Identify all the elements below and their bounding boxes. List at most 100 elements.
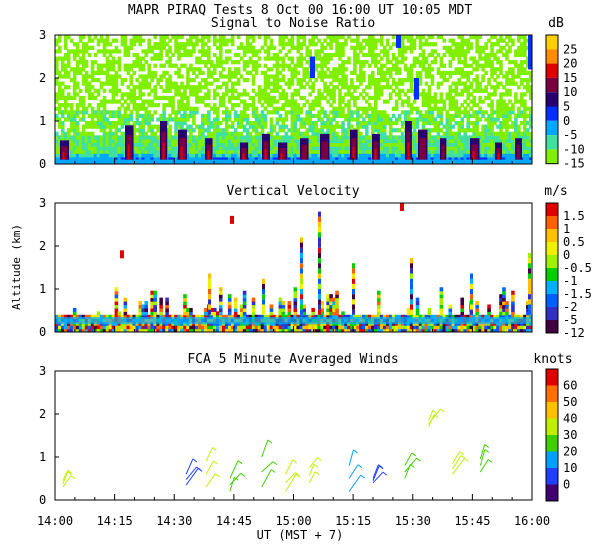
snr-cell [409, 45, 414, 50]
snr-cell [338, 138, 342, 144]
snr-cell [102, 156, 107, 162]
snr-cell [102, 146, 107, 151]
vv-cell [242, 297, 247, 302]
snr-cell [368, 153, 372, 158]
snr-cell [445, 146, 450, 151]
snr-cell [329, 103, 333, 108]
snr-cell [251, 95, 256, 101]
snr-cell [478, 106, 482, 111]
snr-cell [394, 156, 399, 162]
snr-cell [523, 42, 527, 47]
snr-cell [186, 128, 190, 133]
snr-cell [308, 103, 312, 108]
vv-cell [448, 311, 453, 316]
snr-cell [189, 149, 193, 154]
snr-cell [371, 52, 375, 58]
snr-cell [496, 124, 500, 129]
snr-cell [490, 106, 494, 111]
snr-cell [451, 38, 456, 43]
vv-cell [275, 325, 280, 330]
vv-cell [287, 314, 292, 319]
vv-cell [341, 325, 345, 330]
vv-cell [221, 325, 226, 330]
snr-cell [460, 121, 465, 126]
snr-cell [394, 60, 399, 65]
vv-cell [227, 328, 232, 332]
snr-cell [451, 138, 456, 144]
vv-cell [376, 325, 381, 330]
snr-cell [490, 128, 494, 133]
snr-cell [266, 99, 271, 104]
snr-cell [341, 113, 345, 119]
vv-cell [144, 304, 149, 309]
snr-cell [87, 103, 92, 108]
snr-cell [218, 42, 223, 47]
snr-cell [335, 74, 339, 79]
vv-cell [281, 301, 286, 306]
snr-cell [248, 124, 253, 129]
snr-cell [520, 92, 524, 97]
snr-cell [317, 88, 321, 93]
snr-cell [487, 138, 491, 144]
snr-cell [317, 153, 321, 158]
snr-cell [293, 92, 298, 97]
vv-cell [156, 325, 160, 330]
snr-cell [284, 135, 289, 140]
snr-cell [320, 42, 324, 47]
vv-cell [433, 328, 438, 332]
snr-cell [75, 121, 80, 126]
vv-cell [332, 328, 336, 332]
snr-cell [78, 131, 83, 136]
snr-cell [529, 92, 532, 97]
vv-cell [195, 328, 199, 332]
snr-cell [272, 45, 277, 50]
snr-cell [484, 128, 488, 133]
snr-cell [215, 146, 220, 151]
snr-cell [293, 113, 298, 119]
snr-cell [195, 124, 199, 129]
snr-cell [290, 149, 295, 154]
vv-cell [141, 307, 146, 312]
snr-cell [99, 35, 104, 40]
snr-cell [311, 128, 315, 133]
snr-cell [189, 110, 193, 115]
snr-cell [165, 95, 169, 101]
snr-cell [156, 56, 160, 61]
vv-cell [233, 325, 238, 330]
vv-cell [183, 325, 187, 330]
vv-cell [260, 314, 265, 319]
snr-cell [144, 52, 149, 58]
snr-cell [505, 113, 509, 119]
snr-cell [523, 156, 527, 162]
snr-cell [382, 52, 387, 58]
snr-cell [254, 52, 259, 58]
snr-cell [487, 78, 491, 83]
snr-cell [189, 35, 193, 40]
snr-cell [335, 124, 339, 129]
snr-cell [517, 85, 521, 90]
snr-cell [218, 63, 223, 68]
snr-cell [335, 113, 339, 119]
snr-cell [66, 56, 71, 61]
vv-cell [365, 314, 369, 319]
vv-cell [126, 325, 131, 330]
snr-cell [427, 121, 432, 126]
snr-cell [323, 124, 327, 129]
snr-cell [376, 110, 381, 115]
snr-cell [147, 142, 151, 147]
snr-cell [207, 35, 211, 40]
snr-cell [90, 124, 95, 129]
vv-cell [239, 311, 244, 316]
snr-cell [275, 146, 280, 151]
colorbar-label: -15 [563, 157, 585, 171]
snr-cell [448, 117, 453, 122]
snr-cell [451, 156, 456, 162]
snr-cell [454, 110, 459, 115]
snr-cell [433, 153, 438, 158]
snr-cell [117, 121, 122, 126]
snr-cell [430, 142, 435, 147]
snr-cell [430, 74, 435, 79]
snr-cell [233, 52, 238, 58]
snr-cell [72, 52, 77, 58]
snr-cell [311, 85, 315, 90]
